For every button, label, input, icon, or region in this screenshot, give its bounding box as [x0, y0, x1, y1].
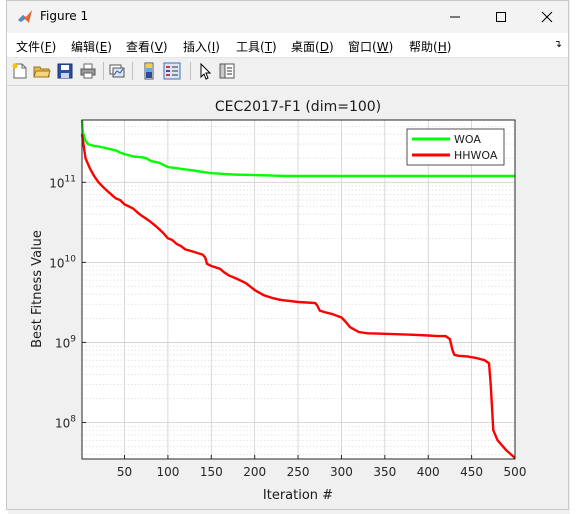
window-title: Figure 1 [40, 9, 89, 23]
y-tick-label: 108 [55, 414, 76, 430]
x-tick-label: 500 [504, 465, 527, 479]
toolbar-separator [103, 62, 104, 80]
x-axis-ticks: 50 100 150 200 250 300 350 400 450 500 [117, 455, 527, 479]
x-tick-label: 400 [417, 465, 440, 479]
matlab-logo-icon [18, 10, 32, 23]
x-axis-label: Iteration # [263, 488, 333, 503]
x-tick-label: 450 [460, 465, 483, 479]
x-tick-label: 150 [200, 465, 223, 479]
legend-icon[interactable] [163, 62, 181, 80]
menu-window[interactable]: 窗口(W) [348, 40, 394, 54]
maximize-icon [496, 12, 506, 22]
series-line-hhwoa[interactable] [80, 133, 516, 459]
y-tick-label: 109 [55, 334, 76, 350]
link-plot-icon[interactable] [108, 62, 126, 80]
x-tick-label: 250 [287, 465, 310, 479]
series-line-woa[interactable] [80, 119, 515, 178]
property-inspector-icon[interactable] [218, 62, 236, 80]
toolbar-separator [190, 62, 191, 80]
menu-overflow-icon[interactable]: ↴ [553, 39, 562, 50]
close-icon [541, 11, 553, 23]
toolbar [7, 58, 568, 86]
legend[interactable]: WOA HHWOA [406, 128, 505, 166]
toolbar-separator [132, 62, 133, 80]
title-bar[interactable]: Figure 1 [7, 1, 568, 33]
y-tick-label: 1011 [49, 174, 76, 190]
y-axis-ticks: 108 109 1010 1011 [49, 174, 86, 430]
legend-label-hhwoa: HHWOA [454, 149, 498, 162]
minimize-button[interactable] [432, 1, 478, 33]
x-tick-label: 300 [330, 465, 353, 479]
maximize-button[interactable] [478, 1, 524, 33]
menu-view[interactable]: 查看(V) [126, 40, 168, 54]
data-series [80, 119, 516, 459]
x-tick-label: 200 [243, 465, 266, 479]
menu-edit[interactable]: 编辑(E) [71, 40, 112, 54]
minimize-icon [450, 16, 460, 18]
open-file-icon[interactable] [33, 62, 51, 80]
menu-desktop[interactable]: 桌面(D) [291, 40, 334, 54]
y-tick-label: 1010 [49, 254, 76, 270]
colorbar-icon[interactable] [140, 62, 158, 80]
new-figure-icon[interactable] [11, 62, 29, 80]
menu-bar: 文件(F) 编辑(E) 查看(V) 插入(I) 工具(T) 桌面(D) 窗口(W… [7, 33, 568, 58]
menu-file[interactable]: 文件(F) [16, 40, 57, 54]
chart-title: CEC2017-F1 (dim=100) [215, 99, 381, 115]
legend-box [406, 128, 505, 166]
save-icon[interactable] [56, 62, 74, 80]
x-tick-label: 100 [156, 465, 179, 479]
plot-area[interactable] [82, 120, 515, 459]
close-button[interactable] [524, 1, 570, 33]
edit-plot-icon[interactable] [196, 62, 214, 80]
figure-window: Figure 1 文件(F) 编辑(E) 查看(V) 插入(I) 工具(T) 桌… [6, 0, 569, 510]
background-window-edge-left [0, 0, 8, 514]
x-tick-label: 350 [373, 465, 396, 479]
y-axis-label: Best Fitness Value [30, 230, 45, 348]
print-icon[interactable] [79, 62, 97, 80]
menu-tools[interactable]: 工具(T) [236, 40, 277, 54]
legend-label-woa: WOA [454, 133, 481, 146]
menu-help[interactable]: 帮助(H) [409, 40, 452, 54]
x-tick-label: 50 [117, 465, 132, 479]
menu-insert[interactable]: 插入(I) [183, 40, 220, 54]
chart[interactable]: 50 100 150 200 250 300 350 400 450 500 108 109 1010… [7, 86, 568, 509]
figure-canvas[interactable]: 50 100 150 200 250 300 350 400 450 500 108 109 1010… [7, 86, 568, 509]
background-window-edge-right [570, 0, 576, 514]
